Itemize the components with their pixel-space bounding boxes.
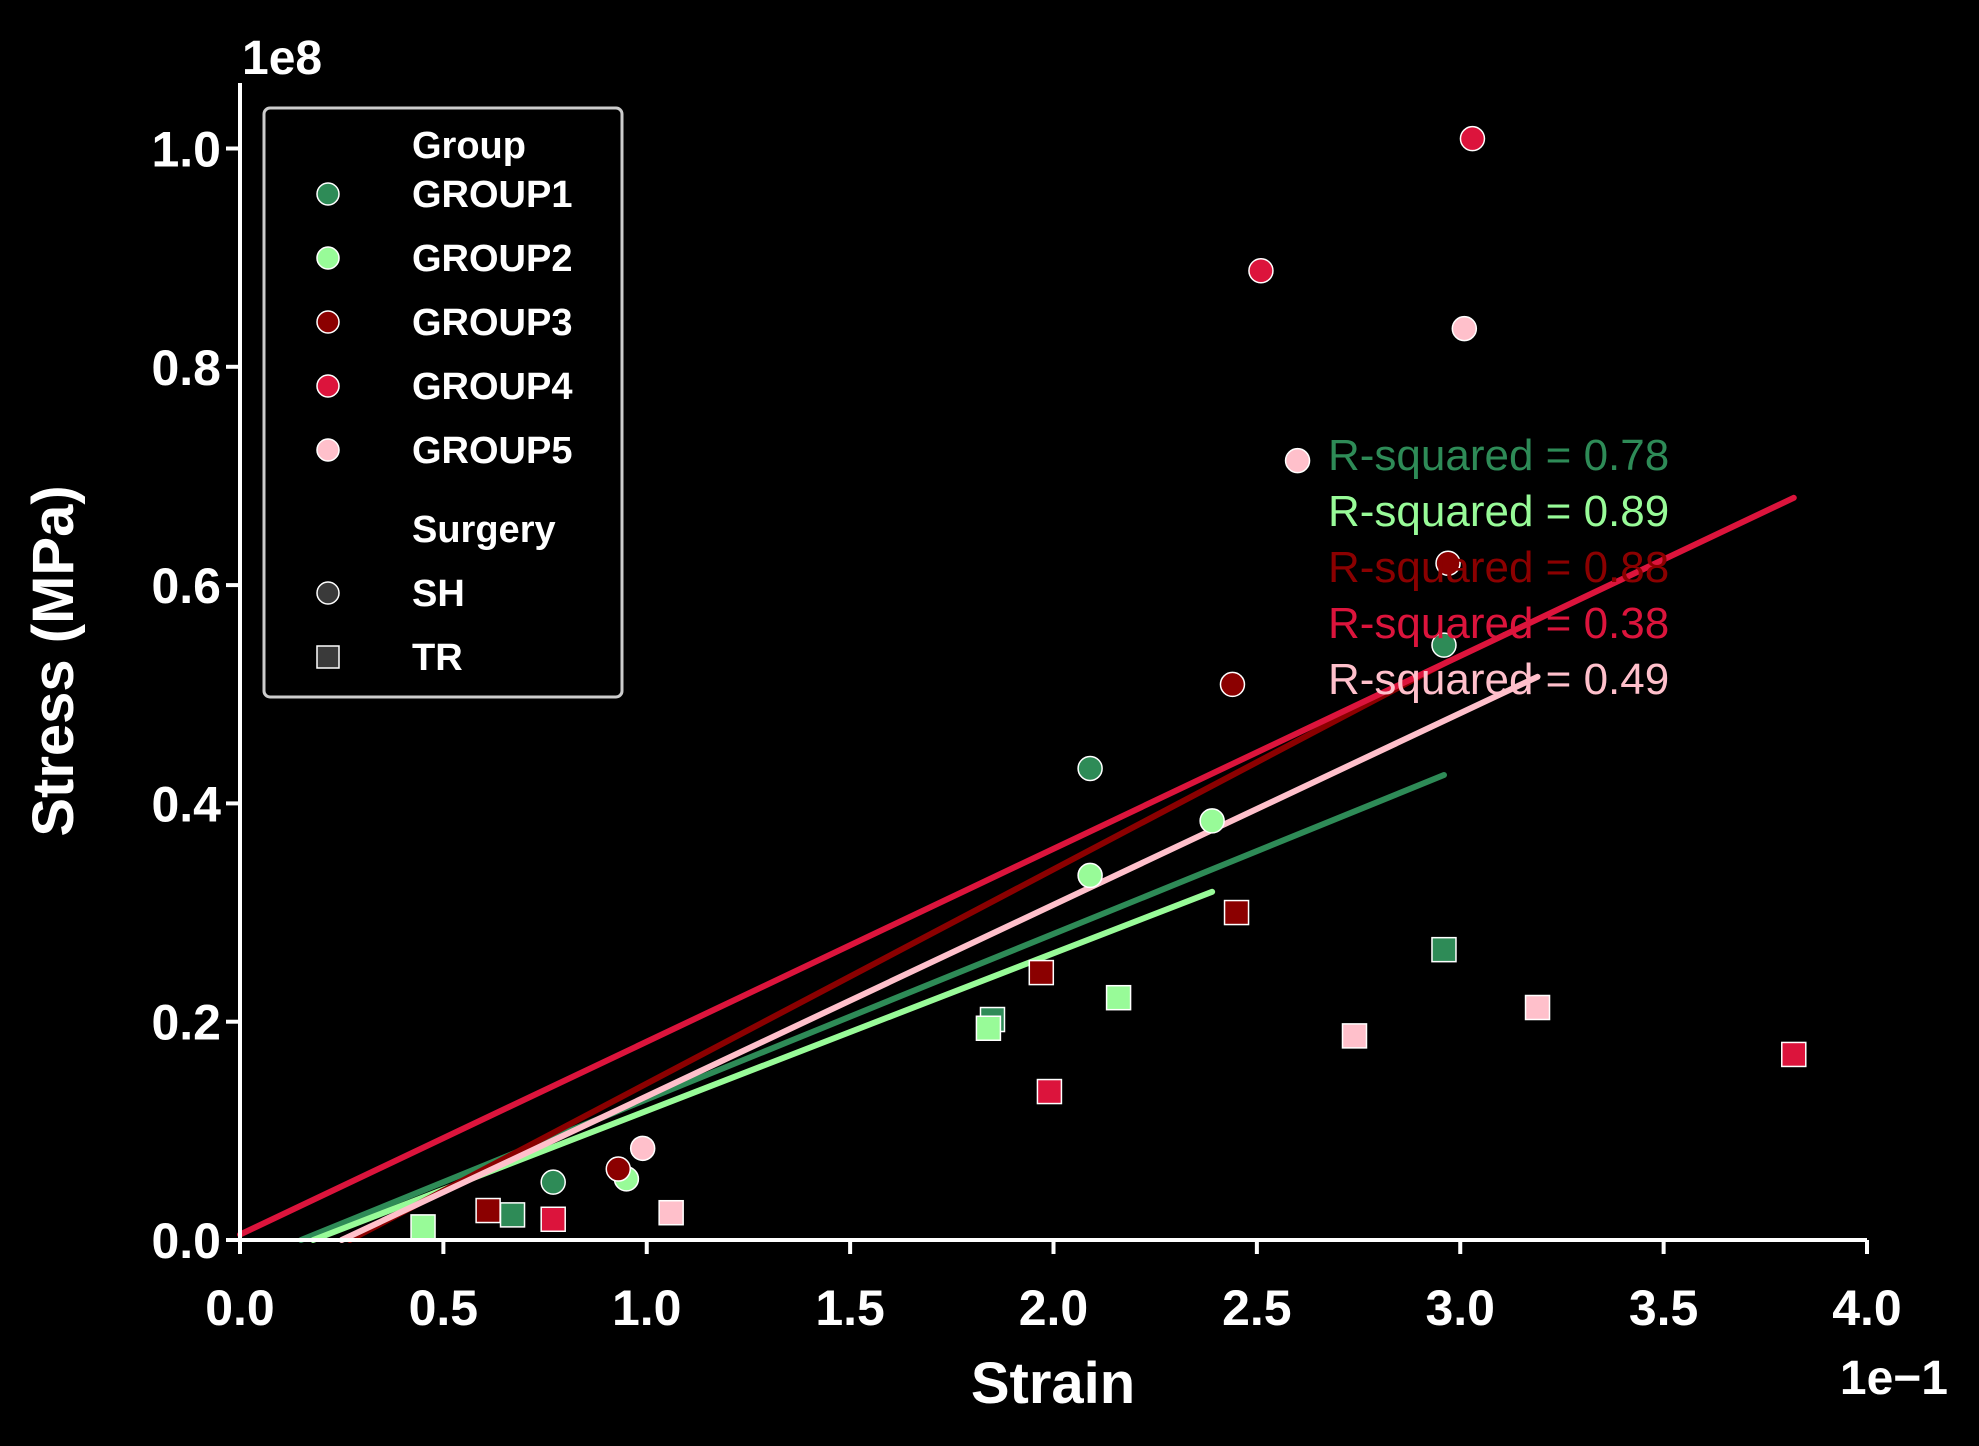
data-points	[410, 125, 1807, 1240]
legend-marker-group4	[316, 374, 340, 398]
y-tick-label: 0.6	[151, 558, 221, 614]
x-tick-label: 0.0	[205, 1280, 275, 1336]
x-tick-label: 3.0	[1425, 1280, 1495, 1336]
point-group3-tr	[475, 1197, 501, 1224]
legend-surgery-title: Surgery	[412, 509, 556, 551]
r-squared-label-group5: R-squared = 0.49	[1328, 655, 1669, 704]
fit-line-group3	[346, 658, 1452, 1243]
point-group1-tr	[499, 1202, 526, 1228]
x-tick-label: 3.5	[1629, 1280, 1699, 1336]
point-group3-tr	[1028, 959, 1055, 986]
point-group1-tr	[1431, 936, 1457, 963]
x-tick-label: 2.5	[1222, 1280, 1292, 1336]
legend-marker-group2	[316, 246, 340, 270]
x-tick-label: 2.0	[1019, 1280, 1089, 1336]
y-tick-label: 0.8	[151, 340, 221, 396]
x-tick-label: 0.5	[409, 1280, 479, 1336]
point-group1-sh	[1431, 632, 1457, 658]
point-group2-tr	[1105, 984, 1132, 1011]
point-group1-sh	[540, 1169, 566, 1195]
y-axis-label: Stress (MPa)	[21, 485, 86, 836]
x-offset-label: 1e−1	[1840, 1352, 1948, 1405]
point-group1-sh	[1077, 755, 1103, 782]
y-offset-label: 1e8	[242, 32, 322, 85]
fit-line-group4	[237, 494, 1797, 1238]
r-squared-label-group3: R-squared = 0.88	[1328, 543, 1669, 592]
point-group5-sh	[1284, 447, 1311, 474]
legend-marker-group3	[316, 310, 340, 334]
legend-frame	[262, 106, 624, 699]
r-squared-annotations: R-squared = 0.78 R-squared = 0.89 R-square…	[1328, 431, 1669, 704]
point-group5-sh	[629, 1135, 656, 1162]
legend-marker-sh	[316, 581, 340, 605]
x-ticks: 0.0 0.5 1.0 1.5 2.0 2.5 3.0 3.5 4.0	[205, 1240, 1902, 1336]
point-group2-sh	[1199, 808, 1225, 834]
legend-label-group1: GROUP1	[412, 174, 572, 216]
point-group4-tr	[1781, 1041, 1807, 1068]
x-tick-label: 1.0	[612, 1280, 682, 1336]
point-group4-sh	[1248, 257, 1274, 284]
fit-line-group5	[338, 673, 1541, 1243]
legend-label-group2: GROUP2	[412, 238, 572, 280]
point-group2-sh	[1077, 862, 1103, 889]
y-ticks: 0.0 0.2 0.4 0.6 0.8 1.0	[151, 121, 240, 1269]
point-group5-tr	[1341, 1023, 1368, 1049]
legend-label-sh: SH	[412, 573, 465, 615]
point-group2-tr	[410, 1214, 436, 1240]
point-group5-tr	[1524, 994, 1551, 1021]
r-squared-label-group4: R-squared = 0.38	[1328, 599, 1669, 648]
point-group4-sh	[1459, 125, 1486, 152]
legend-label-group4: GROUP4	[412, 366, 572, 408]
legend: Group Surgery GROUP1 GROUP2 GROUP3 GROUP4 GR…	[262, 106, 624, 699]
point-group5-tr	[658, 1199, 684, 1226]
y-tick-label: 0.4	[151, 776, 221, 832]
point-group3-sh	[1219, 671, 1246, 698]
y-tick-label: 0.2	[151, 995, 221, 1051]
legend-marker-group1	[316, 182, 340, 206]
y-tick-label: 0.0	[151, 1213, 221, 1269]
y-tick-label: 1.0	[151, 121, 221, 177]
x-tick-label: 4.0	[1832, 1280, 1902, 1336]
point-group3-tr	[1223, 899, 1250, 926]
regression-lines	[237, 494, 1797, 1243]
point-group3-sh	[605, 1156, 632, 1182]
legend-marker-tr	[316, 645, 340, 669]
point-group5-sh	[1451, 315, 1478, 342]
point-group4-tr	[540, 1206, 566, 1233]
r-squared-label-group1: R-squared = 0.78	[1328, 431, 1669, 480]
legend-group-title: Group	[412, 125, 526, 167]
point-group2-tr	[975, 1015, 1002, 1041]
legend-marker-group5	[316, 438, 340, 462]
point-group3-sh	[1435, 550, 1461, 577]
legend-label-tr: TR	[412, 637, 463, 679]
r-squared-label-group2: R-squared = 0.89	[1328, 487, 1669, 536]
x-tick-label: 1.5	[815, 1280, 885, 1336]
legend-label-group5: GROUP5	[412, 430, 572, 472]
x-axis-label: Strain	[971, 1351, 1135, 1416]
legend-label-group3: GROUP3	[412, 302, 572, 344]
point-group4-tr	[1036, 1078, 1063, 1105]
